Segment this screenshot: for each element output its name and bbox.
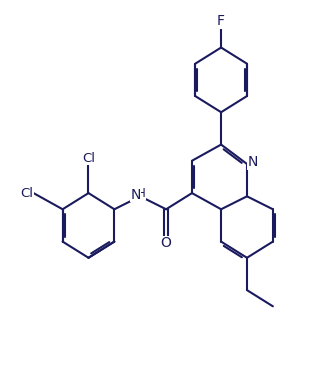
- Text: O: O: [161, 236, 171, 250]
- Text: F: F: [217, 14, 225, 28]
- Text: Cl: Cl: [20, 186, 33, 199]
- Text: Cl: Cl: [82, 152, 95, 165]
- Text: N: N: [130, 188, 140, 202]
- Text: H: H: [137, 186, 145, 199]
- Text: N: N: [248, 155, 258, 169]
